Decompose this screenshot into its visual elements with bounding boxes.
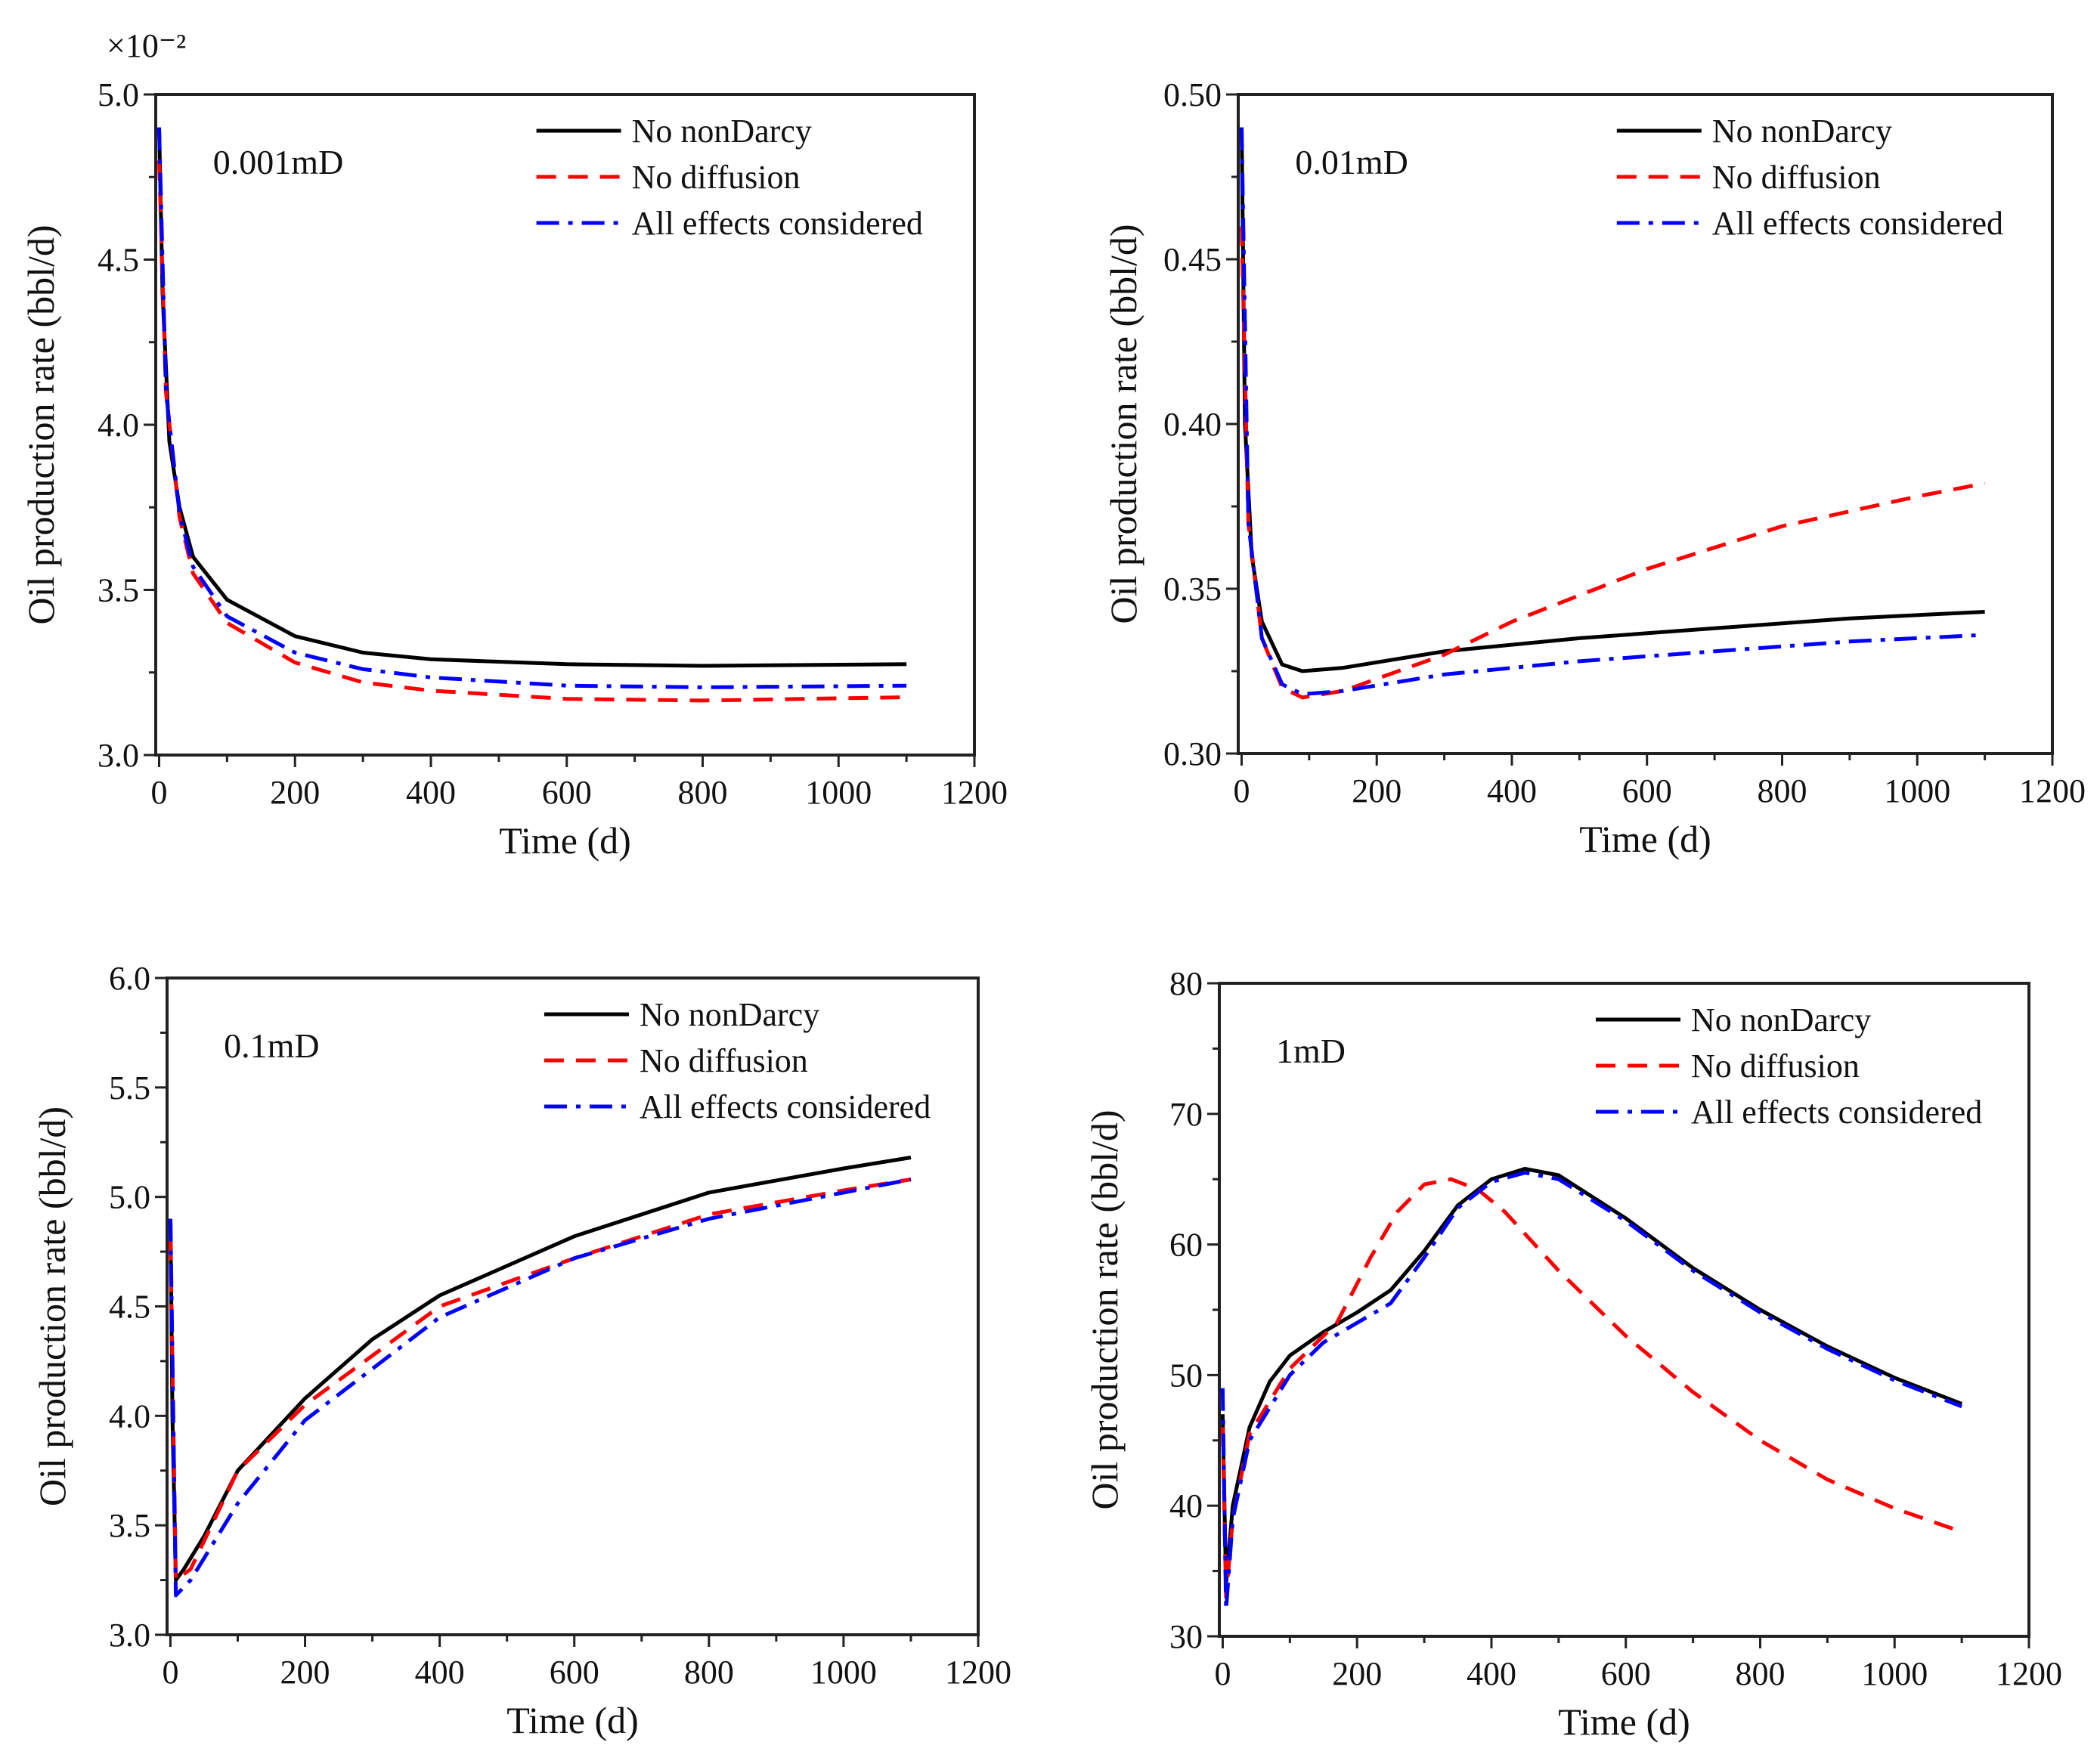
- legend-entry: No nonDarcy: [632, 113, 812, 150]
- x-tick-label: 800: [1735, 1655, 1785, 1692]
- legend-entry: All effects considered: [1712, 205, 2003, 242]
- legend-entry: No diffusion: [1691, 1048, 1860, 1085]
- y-tick-label: 50: [1169, 1357, 1203, 1394]
- x-tick-label: 400: [415, 1654, 465, 1691]
- y-tick-label: 0.40: [1163, 406, 1222, 443]
- x-tick-label: 1000: [1861, 1655, 1928, 1692]
- y-tick-label: 0.50: [1163, 76, 1222, 113]
- series-line-all-effects-considered: [169, 1178, 912, 1598]
- x-tick-label: 600: [550, 1654, 599, 1691]
- plot-frame: [1218, 982, 2030, 1638]
- y-tick-label: 4.5: [98, 242, 139, 279]
- x-tick-label: 600: [542, 774, 592, 811]
- y-tick-label: 3.5: [109, 1507, 150, 1544]
- legend-entry: No nonDarcy: [640, 996, 819, 1033]
- x-tick-label: 0: [1233, 772, 1250, 809]
- y-tick-label: 80: [1169, 965, 1203, 1002]
- y-tick-label: 0.35: [1163, 571, 1222, 608]
- x-tick-label: 1000: [805, 774, 872, 811]
- x-tick-label: 400: [1487, 772, 1537, 809]
- y-tick-label: 60: [1169, 1227, 1203, 1264]
- y-tick-label: 0.30: [1163, 735, 1222, 772]
- legend-entry: No nonDarcy: [1712, 113, 1892, 150]
- panel-permeability-label: 0.01mD: [1295, 143, 1408, 181]
- chart-panel-3: 0 200 400 600 800 1000 1200 3.0 3.5 4.0 4.5 5.0 5.5 6…: [31, 960, 1011, 1741]
- plot-frame: [166, 976, 980, 1636]
- series-line-no-diffusion: [157, 160, 907, 703]
- series-line-all-effects-considered: [1220, 1171, 1963, 1612]
- chart-panel-2: 0 200 400 600 800 1000 1200 0.30 0.35 0.40 0.45 0.5…: [1102, 76, 2086, 860]
- y-tick-label: 3.0: [109, 1617, 150, 1654]
- x-tick-label: 1200: [941, 774, 1008, 811]
- panel-permeability-label: 1mD: [1276, 1032, 1346, 1070]
- y-axis-label: Oil production rate (bbl/d): [20, 224, 62, 624]
- x-tick-label: 1000: [1884, 772, 1950, 809]
- y-tick-label: 30: [1169, 1618, 1203, 1655]
- x-tick-label: 0: [150, 774, 167, 811]
- panel-permeability-label: 0.1mD: [224, 1026, 320, 1065]
- y-tick-label: 3.5: [98, 572, 139, 609]
- x-tick-label: 800: [1757, 772, 1807, 809]
- y-axis-label: Oil production rate (bbl/d): [1102, 224, 1144, 624]
- legend-entry: All effects considered: [1691, 1094, 1982, 1131]
- x-tick-label: 200: [280, 1654, 330, 1691]
- x-tick-label: 800: [684, 1654, 734, 1691]
- series-line-all-effects-considered: [157, 127, 907, 689]
- y-axis-label: Oil production rate (bbl/d): [31, 1106, 73, 1506]
- x-axis-label: Time (d): [1558, 1701, 1690, 1743]
- x-axis-label: Time (d): [499, 819, 631, 862]
- y-tick-label: 70: [1169, 1096, 1203, 1133]
- panel-permeability-label: 0.001mD: [213, 143, 344, 181]
- x-tick-label: 0: [1214, 1655, 1231, 1692]
- plot-frame: [1237, 93, 2054, 755]
- legend-entry: No diffusion: [632, 159, 801, 196]
- legend-entry: No diffusion: [1712, 159, 1881, 196]
- x-tick-label: 1200: [1996, 1655, 2062, 1692]
- chart-panel-4: 0 200 400 600 800 1000 1200 30 40 50 60 70 80 Time (d…: [1083, 965, 2062, 1743]
- x-tick-label: 1200: [2019, 772, 2086, 809]
- x-tick-label: 600: [1601, 1655, 1651, 1692]
- series-line-no-nondarcy: [1220, 1166, 1963, 1586]
- y-tick-label: 5.5: [109, 1069, 150, 1106]
- legend-entry: All effects considered: [640, 1088, 931, 1125]
- y-tick-label: 4.5: [109, 1289, 150, 1326]
- y-tick-label: 4.0: [109, 1397, 150, 1434]
- y-tick-label: 6.0: [109, 960, 150, 997]
- legend-entry: No nonDarcy: [1691, 1001, 1871, 1038]
- x-tick-label: 800: [677, 774, 727, 811]
- legend-entry: No diffusion: [640, 1042, 808, 1079]
- series-line-all-effects-considered: [1240, 127, 1985, 696]
- x-tick-label: 200: [1332, 1655, 1382, 1692]
- series-line-no-diffusion: [1220, 1177, 1962, 1599]
- y-tick-label: 0.45: [1163, 241, 1222, 278]
- x-tick-label: 600: [1622, 772, 1672, 809]
- x-tick-label: 1200: [945, 1654, 1011, 1691]
- y-axis-label: Oil production rate (bbl/d): [1083, 1110, 1126, 1509]
- series-line-no-diffusion: [1240, 226, 1986, 700]
- series-line-no-nondarcy: [1240, 127, 1985, 673]
- chart-panel-1: 0 200 400 600 800 1000 1200 3.0 3.5 4.0 4.5 5.0 Time…: [20, 27, 1008, 862]
- x-axis-label: Time (d): [1579, 818, 1711, 860]
- x-axis-label: Time (d): [506, 1699, 639, 1741]
- series-line-no-nondarcy: [169, 1156, 912, 1583]
- y-axis-multiplier: ×10⁻²: [107, 27, 186, 64]
- plot-frame: [154, 93, 976, 757]
- x-tick-label: 200: [1352, 772, 1402, 809]
- y-tick-label: 5.0: [98, 76, 139, 113]
- x-tick-label: 0: [162, 1654, 178, 1691]
- y-tick-label: 40: [1169, 1487, 1203, 1524]
- legend-entry: All effects considered: [632, 205, 923, 242]
- y-tick-label: 5.0: [109, 1179, 150, 1216]
- series-line-no-diffusion: [169, 1178, 912, 1583]
- x-tick-label: 200: [270, 774, 320, 811]
- y-tick-label: 4.0: [98, 407, 139, 444]
- x-tick-label: 400: [1467, 1655, 1516, 1692]
- y-tick-label: 3.0: [98, 737, 139, 774]
- x-tick-label: 1000: [810, 1654, 877, 1691]
- x-tick-label: 400: [406, 774, 456, 811]
